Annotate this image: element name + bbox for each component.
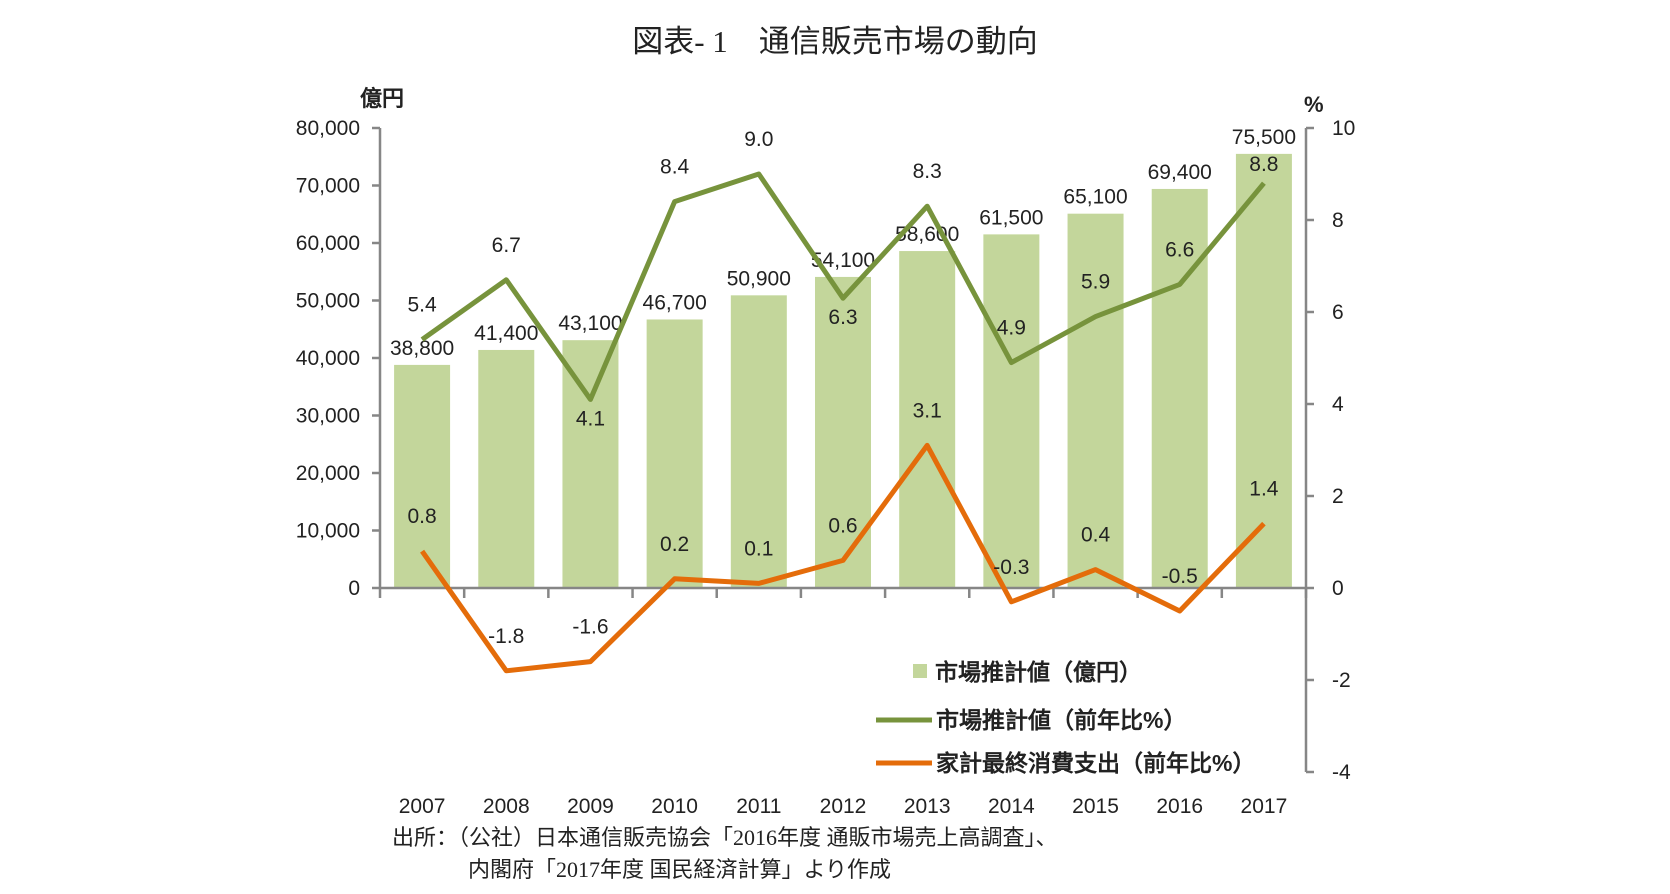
right-tick-label: 10	[1332, 117, 1355, 140]
bar-2017	[1235, 153, 1292, 588]
left-tick-label: 50,000	[296, 290, 360, 313]
x-tick-label: 2013	[904, 795, 951, 818]
left-tick-label: 40,000	[296, 347, 360, 370]
line-data-label: -0.3	[993, 556, 1029, 579]
line-data-label: -1.8	[488, 625, 524, 648]
x-tick-label: 2017	[1241, 795, 1288, 818]
line-data-label: 3.1	[913, 399, 942, 422]
bar-data-label: 58,600	[895, 223, 959, 246]
right-axis-title: %	[1304, 92, 1324, 117]
bar-data-label: 54,100	[811, 249, 875, 272]
line-data-label: -0.5	[1162, 565, 1198, 588]
x-tick-label: 2011	[736, 795, 781, 818]
chart-title: 図表- 1 通信販売市場の動向	[632, 24, 1038, 59]
left-tick-label: 20,000	[296, 462, 360, 485]
bar-data-label: 38,800	[390, 337, 454, 360]
line-data-label: 6.7	[492, 234, 521, 257]
bar-2009	[562, 340, 619, 588]
bar-data-label: 46,700	[643, 291, 707, 314]
left-axis-title: 億円	[360, 86, 404, 111]
line-data-label: 0.1	[744, 537, 773, 560]
legend-label-bar: 市場推計値（億円）	[935, 659, 1142, 685]
bar-2016	[1151, 188, 1208, 588]
bar-data-label: 50,900	[727, 267, 791, 290]
line-data-label: 0.2	[660, 533, 689, 556]
left-tick-label: 30,000	[296, 405, 360, 428]
right-tick-label: 0	[1332, 577, 1344, 600]
left-tick-label: 70,000	[296, 175, 360, 198]
bar-data-label: 75,500	[1232, 126, 1296, 149]
line-data-label: 8.3	[913, 160, 942, 183]
line-data-label: 5.4	[407, 294, 437, 317]
x-tick-label: 2007	[399, 795, 446, 818]
bar-data-label: 41,400	[474, 322, 538, 345]
line-data-label: -1.6	[572, 616, 608, 639]
x-tick-label: 2009	[567, 795, 614, 818]
x-tick-label: 2010	[651, 795, 698, 818]
line-data-label: 0.8	[407, 505, 436, 528]
bar-2007	[394, 364, 451, 588]
line-data-label: 6.3	[828, 306, 857, 329]
x-tick-label: 2015	[1072, 795, 1119, 818]
legend-label-orange: 家計最終消費支出（前年比%）	[936, 750, 1255, 776]
x-tick-label: 2012	[820, 795, 867, 818]
line-data-label: 0.6	[828, 514, 857, 537]
line-data-label: 0.4	[1081, 524, 1111, 547]
right-tick-label: -4	[1332, 761, 1351, 784]
line-data-label: 9.0	[744, 128, 773, 151]
bar-2015	[1067, 213, 1124, 589]
bar-data-label: 65,100	[1063, 186, 1127, 209]
right-tick-label: 4	[1332, 393, 1344, 416]
right-tick-label: -2	[1332, 669, 1351, 692]
bar-2008	[478, 349, 535, 588]
line-data-label: 1.4	[1249, 478, 1279, 501]
line-data-label: 4.1	[576, 407, 605, 430]
bar-data-label: 69,400	[1148, 161, 1212, 184]
bar-2013	[899, 251, 956, 589]
bar-data-label: 61,500	[979, 206, 1043, 229]
bar-2011	[730, 295, 787, 588]
bar-2010	[646, 319, 703, 588]
bar-data-label: 43,100	[558, 312, 622, 335]
line-data-label: 6.6	[1165, 238, 1194, 261]
source-note-line2: 内閣府「2017年度 国民経済計算」より作成	[468, 857, 892, 882]
right-tick-label: 6	[1332, 301, 1344, 324]
x-tick-label: 2016	[1156, 795, 1203, 818]
line-data-label: 5.9	[1081, 271, 1110, 294]
x-tick-label: 2014	[988, 795, 1035, 818]
line-data-label: 8.8	[1249, 153, 1278, 176]
line-data-label: 8.4	[660, 156, 690, 179]
right-tick-label: 2	[1332, 485, 1344, 508]
x-tick-label: 2008	[483, 795, 530, 818]
left-tick-label: 80,000	[296, 117, 360, 140]
line-data-label: 4.9	[997, 317, 1026, 340]
source-note-line1: 出所：（公社）日本通信販売協会「2016年度 通販市場売上高調査」、	[392, 825, 1058, 850]
bar-2014	[983, 234, 1040, 588]
right-tick-label: 8	[1332, 209, 1344, 232]
legend-label-green: 市場推計値（前年比%）	[936, 707, 1186, 733]
legend-bar-swatch	[913, 664, 927, 678]
left-tick-label: 60,000	[296, 232, 360, 255]
left-tick-label: 10,000	[296, 520, 360, 543]
left-tick-label: 0	[348, 577, 360, 600]
